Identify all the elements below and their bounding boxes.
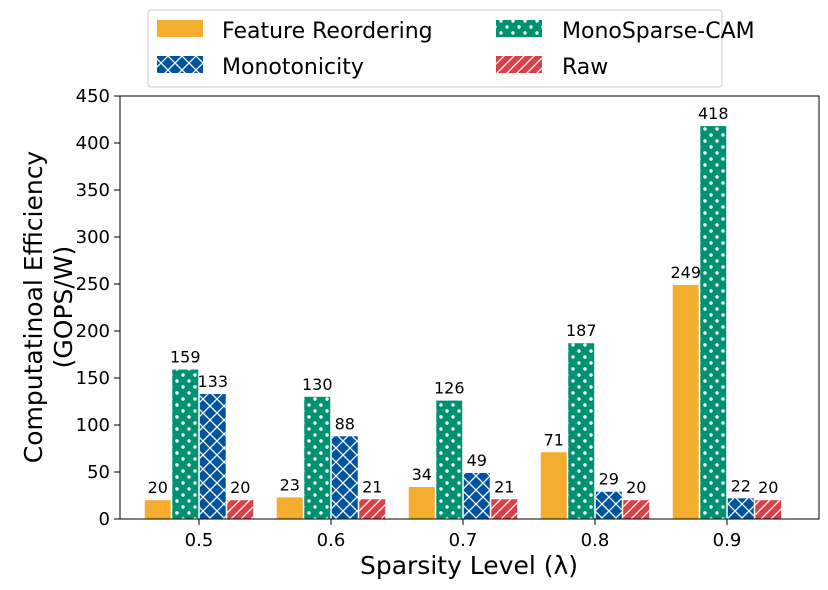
y-tick-label: 250 bbox=[76, 274, 110, 295]
bar-hatch bbox=[623, 500, 650, 519]
y-tick-label: 50 bbox=[87, 462, 110, 483]
bar-hatch bbox=[199, 393, 226, 519]
y-axis-title-line-2-text: (GOPS/W) bbox=[49, 246, 78, 369]
data-label: 20 bbox=[148, 478, 168, 497]
legend-label: MonoSparse-CAM bbox=[562, 19, 755, 44]
x-axis: 0.5 0.6 0.7 0.8 0.9 bbox=[185, 519, 742, 551]
bar bbox=[540, 452, 567, 519]
bar-hatch bbox=[359, 499, 386, 519]
data-label: 133 bbox=[197, 372, 228, 391]
data-label: 29 bbox=[599, 470, 619, 489]
y-tick-label: 0 bbox=[99, 509, 110, 530]
x-tick-label: 0.6 bbox=[317, 530, 346, 551]
data-label: 20 bbox=[758, 478, 778, 497]
plot-frame bbox=[119, 95, 820, 520]
data-label: 187 bbox=[566, 321, 597, 340]
y-axis-title-line-1: Computatinoal Efficiency bbox=[19, 151, 48, 464]
bar bbox=[144, 500, 171, 519]
data-label: 126 bbox=[434, 379, 465, 398]
y-axis-title: Computatinoal Efficiency bbox=[19, 151, 48, 464]
y-tick-label: 100 bbox=[76, 415, 110, 436]
y-axis-title-line-2: (GOPS/W) bbox=[49, 246, 78, 369]
legend-frame bbox=[147, 9, 723, 88]
legend-swatch-hatch bbox=[496, 20, 542, 37]
data-label: 22 bbox=[731, 476, 751, 495]
bar-hatch bbox=[172, 369, 199, 519]
data-label: 159 bbox=[170, 348, 201, 367]
data-label: 71 bbox=[544, 430, 564, 449]
bar-hatch bbox=[304, 396, 331, 519]
bar-hatch bbox=[595, 491, 622, 519]
bar-hatch bbox=[755, 500, 782, 519]
legend-label: Raw bbox=[562, 55, 608, 80]
bar-hatch bbox=[727, 498, 754, 519]
data-label-group: 20 159 133 20 23 130 88 21 34 126 49 21 71 187 29 20 249… bbox=[148, 104, 779, 497]
data-label: 23 bbox=[280, 475, 300, 494]
y-tick-label: 300 bbox=[76, 227, 110, 248]
bar bbox=[408, 487, 435, 519]
bar-hatch bbox=[227, 500, 254, 519]
data-label: 249 bbox=[670, 263, 701, 282]
x-tick-label: 0.9 bbox=[713, 530, 742, 551]
data-label: 418 bbox=[698, 104, 729, 123]
data-label: 88 bbox=[335, 414, 355, 433]
legend-label: Monotonicity bbox=[222, 55, 364, 80]
data-label: 21 bbox=[362, 477, 382, 496]
bar-hatch bbox=[700, 126, 727, 519]
y-tick-label: 400 bbox=[76, 133, 110, 154]
data-label: 49 bbox=[467, 451, 487, 470]
y-tick-label: 150 bbox=[76, 368, 110, 389]
x-axis-title: Sparsity Level (λ) bbox=[360, 551, 578, 580]
x-tick-label: 0.5 bbox=[185, 530, 214, 551]
data-label: 20 bbox=[230, 478, 250, 497]
y-tick-label: 450 bbox=[76, 86, 110, 107]
y-axis: 0 50 100 150 200 250 300 350 400 450 bbox=[76, 86, 120, 530]
x-tick-label: 0.7 bbox=[449, 530, 478, 551]
data-label: 130 bbox=[302, 375, 333, 394]
bar-hatch bbox=[568, 343, 595, 519]
bar-hatch bbox=[491, 499, 518, 519]
y-tick-label: 350 bbox=[76, 180, 110, 201]
legend: Feature Reordering Monotonicity MonoSparse… bbox=[147, 9, 755, 88]
y-tick-label: 200 bbox=[76, 321, 110, 342]
bar bbox=[672, 284, 699, 519]
legend-swatch-hatch bbox=[496, 56, 542, 73]
data-label: 20 bbox=[626, 478, 646, 497]
data-label: 34 bbox=[412, 465, 432, 484]
legend-swatch bbox=[157, 20, 203, 37]
bar-hatch bbox=[436, 400, 463, 519]
legend-label: Feature Reordering bbox=[222, 19, 433, 44]
bar-hatch bbox=[331, 436, 358, 519]
legend-swatch-hatch bbox=[157, 56, 203, 73]
data-label: 21 bbox=[494, 477, 514, 496]
bar-hatch bbox=[463, 472, 490, 519]
x-tick-label: 0.8 bbox=[581, 530, 610, 551]
bar-group bbox=[144, 126, 782, 519]
bar bbox=[276, 497, 303, 519]
